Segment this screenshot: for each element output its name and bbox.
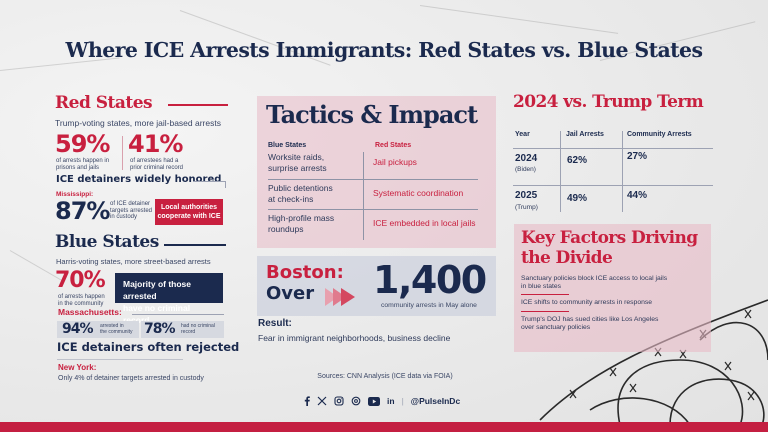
stat-94-caption: arrested in the community xyxy=(100,323,133,335)
key-factors-title: Key Factors Driving the Divide xyxy=(521,228,698,268)
key-factor-item: Sanctuary policies block ICE access to l… xyxy=(521,275,668,290)
comparison-title: 2024 vs. Trump Term xyxy=(513,92,704,112)
detainers-honored-heading: ICE detainers widely honored xyxy=(56,174,222,185)
key-factor-item: ICE shifts to community arrests in respo… xyxy=(521,299,653,306)
stat-divider xyxy=(122,136,123,170)
tactics-impact-panel: Tactics & Impact Blue States Red States … xyxy=(257,96,496,248)
stat-94-value: 94% xyxy=(62,321,94,337)
tactics-row-divider xyxy=(268,179,478,180)
stat-59-value: 59% xyxy=(55,130,110,158)
jail-cell: 62% xyxy=(567,155,588,166)
tactics-col-blue: Blue States xyxy=(268,142,307,149)
col-header-community: Community Arrests xyxy=(627,131,692,138)
tactics-blue-cell: Public detentions at check-ins xyxy=(268,183,333,204)
cooperate-callout: Local authorities cooperate with ICE xyxy=(155,199,223,225)
boston-label: Boston: Over xyxy=(266,262,344,304)
tactics-red-cell: ICE embedded in local jails xyxy=(373,218,476,228)
social-links: in | @PulseInDc xyxy=(304,396,460,406)
tactics-column-divider xyxy=(363,152,364,240)
footer-bar xyxy=(0,422,768,432)
page-title: Where ICE Arrests Immigrants: Red States… xyxy=(65,38,703,62)
sources-text: Sources: CNN Analysis (ICE data via FOIA… xyxy=(317,373,453,380)
stat-78-caption: had no criminal record xyxy=(181,323,215,335)
mississippi-label: Mississippi: xyxy=(56,191,94,198)
boston-stat-panel: Boston: Over 1,400 community arrests in … xyxy=(257,256,496,316)
tactics-col-red: Red States xyxy=(375,142,412,149)
social-handle[interactable]: @PulseInDc xyxy=(410,396,461,406)
barbed-wire-image xyxy=(539,299,768,425)
detainers-rejected-heading: ICE detainers often rejected xyxy=(57,340,240,354)
col-header-jail: Jail Arrests xyxy=(566,131,604,138)
tactics-blue-cell: High-profile mass roundups xyxy=(268,213,335,234)
key-factor-rule xyxy=(521,311,569,312)
red-states-subtitle: Trump-voting states, more jail-based arr… xyxy=(55,118,221,128)
community-cell: 27% xyxy=(627,151,648,162)
table-column-divider xyxy=(622,131,623,194)
year-sub-cell: (Biden) xyxy=(515,166,536,173)
table-column-divider xyxy=(622,186,623,212)
stat-70-value: 70% xyxy=(55,268,106,293)
table-divider xyxy=(513,148,713,149)
year-sub-cell: (Trump) xyxy=(515,204,538,211)
year-cell: 2024 xyxy=(515,153,538,164)
heading-rule xyxy=(193,181,226,182)
stat-59-caption: of arrests happen in prisons and jails xyxy=(56,158,110,171)
facebook-icon[interactable] xyxy=(304,396,310,406)
key-factor-rule xyxy=(521,294,569,295)
linkedin-icon[interactable]: in xyxy=(387,396,395,406)
blue-states-heading: Blue States xyxy=(55,232,159,252)
ma-stat-94-chip xyxy=(57,321,139,338)
boston-caption: community arrests in May alone xyxy=(381,302,477,309)
stat-78-value: 78% xyxy=(144,321,176,337)
ma-rule xyxy=(132,314,224,315)
tactics-blue-cell: Worksite raids, surprise arrests xyxy=(268,152,327,173)
ny-rule xyxy=(57,359,183,360)
x-icon[interactable] xyxy=(317,396,327,406)
no-record-callout: Majority of those arrested have no crimin… xyxy=(115,273,223,325)
youtube-icon[interactable] xyxy=(368,396,380,406)
wall-crack xyxy=(419,5,619,34)
stat-70-caption: of arrests happen in the community xyxy=(58,294,105,307)
community-cell: 44% xyxy=(627,190,648,201)
table-column-divider xyxy=(560,131,561,194)
tactics-red-cell: Systematic coordination xyxy=(373,188,464,198)
col-header-year: Year xyxy=(515,131,530,138)
heading-rule-tick xyxy=(225,181,226,188)
stat-87-value: 87% xyxy=(55,197,110,225)
table-column-divider xyxy=(560,186,561,212)
result-text: Fear in immigrant neighborhoods, busines… xyxy=(258,333,451,343)
result-label: Result: xyxy=(258,318,292,329)
stat-41-value: 41% xyxy=(128,130,183,158)
jail-cell: 49% xyxy=(567,193,588,204)
stat-41-caption: of arrestees had a prior criminal record xyxy=(130,158,184,171)
key-factor-item: Trump's DOJ has sued cities like Los Ang… xyxy=(521,316,659,331)
tactics-red-cell: Jail pickups xyxy=(373,157,417,167)
table-divider xyxy=(513,185,713,186)
massachusetts-label: Massachusetts: xyxy=(58,307,122,317)
stat-87-caption: of ICE detainer targets arrested in custod… xyxy=(110,201,153,220)
boston-arrest-count: 1,400 xyxy=(373,258,487,302)
ma-stat-78-chip xyxy=(141,321,224,338)
blue-states-subtitle: Harris-voting states, more street-based … xyxy=(56,257,211,266)
red-states-heading: Red States xyxy=(55,93,153,113)
separator: | xyxy=(401,396,404,406)
key-factors-panel: Key Factors Driving the Divide Sanctuary… xyxy=(514,224,711,352)
fast-forward-arrows-icon xyxy=(325,288,355,306)
new-york-text: Only 4% of detainer targets arrested in … xyxy=(58,375,204,382)
tactics-row-divider xyxy=(268,209,478,210)
red-heading-rule xyxy=(168,104,228,106)
threads-icon[interactable] xyxy=(351,396,361,406)
instagram-icon[interactable] xyxy=(334,396,344,406)
tactics-title: Tactics & Impact xyxy=(266,100,478,129)
year-cell: 2025 xyxy=(515,190,538,201)
new-york-label: New York: xyxy=(58,363,97,372)
blue-heading-rule xyxy=(164,244,226,246)
